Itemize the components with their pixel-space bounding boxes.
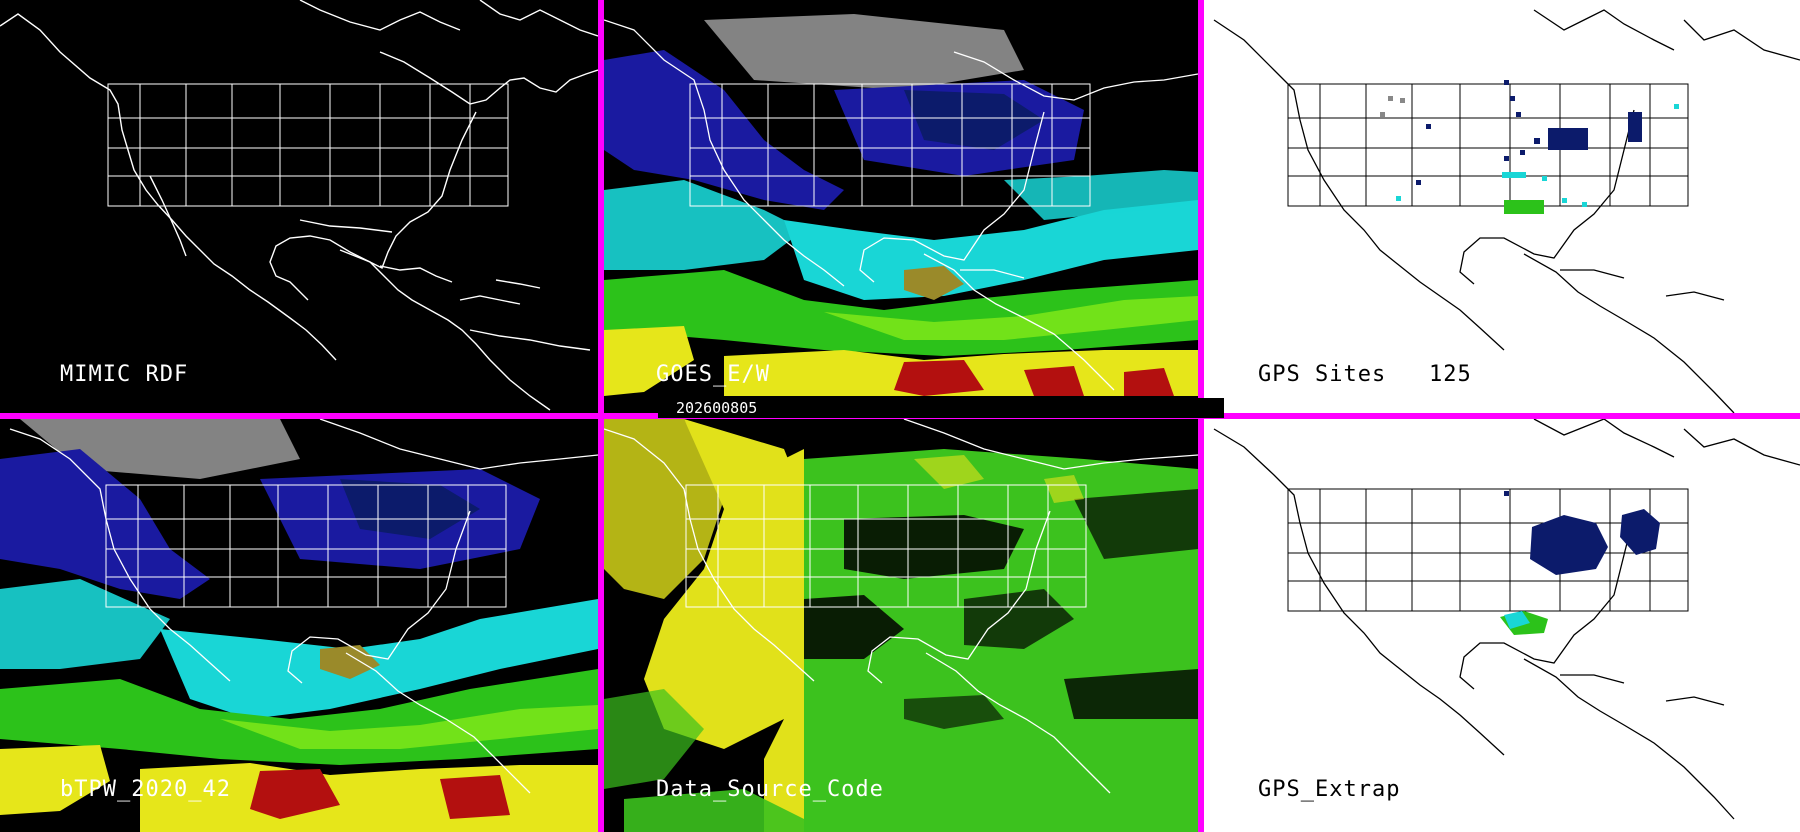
gps-extrap-blobs	[1500, 491, 1660, 635]
map-data-source-code	[604, 419, 1198, 832]
tpw-field	[604, 14, 1198, 396]
date-stamp: 202600805	[658, 398, 1224, 418]
panel-gps-extrap: GPS_Extrap	[1204, 419, 1800, 832]
coastline	[0, 0, 598, 411]
state-borders	[685, 484, 1087, 608]
state-borders	[1287, 488, 1689, 612]
panel-label: MIMIC RDF	[60, 362, 189, 387]
map-goes-ew	[604, 14, 1198, 396]
coastline	[604, 19, 1198, 391]
panel-goes-ew: GOES_E/W	[604, 0, 1198, 413]
map-mimic-rdf	[0, 0, 598, 411]
state-borders	[689, 83, 1091, 207]
panel-label: GPS Sites 125	[1258, 362, 1472, 387]
panel-label: Data_Source_Code	[656, 777, 884, 802]
gps-sites-title: GPS Sites	[1258, 362, 1387, 387]
coastline	[9, 419, 598, 794]
state-borders	[107, 83, 509, 207]
gps-sites-count: 125	[1428, 362, 1472, 387]
state-borders	[105, 484, 507, 608]
tpw-field	[0, 419, 598, 832]
state-borders	[1287, 83, 1689, 207]
panel-label: GPS_Extrap	[1258, 777, 1401, 802]
map-btpw	[0, 419, 598, 832]
map-gps-sites	[1213, 9, 1800, 413]
panel-mimic-rdf: MIMIC RDF	[0, 0, 598, 413]
panel-btpw: bTPW_2020_42	[0, 419, 598, 832]
panel-label: GOES_E/W	[656, 362, 770, 387]
gps-site-markers	[1380, 80, 1679, 214]
source-field	[604, 419, 1198, 832]
panel-data-source-code: Data_Source_Code	[604, 419, 1198, 832]
panel-label: bTPW_2020_42	[60, 777, 231, 802]
coastline	[1213, 9, 1800, 413]
coastline	[604, 419, 1198, 794]
map-gps-extrap	[1213, 419, 1800, 820]
coastline	[1213, 419, 1800, 820]
panel-gps-sites: GPS Sites 125	[1204, 0, 1800, 413]
